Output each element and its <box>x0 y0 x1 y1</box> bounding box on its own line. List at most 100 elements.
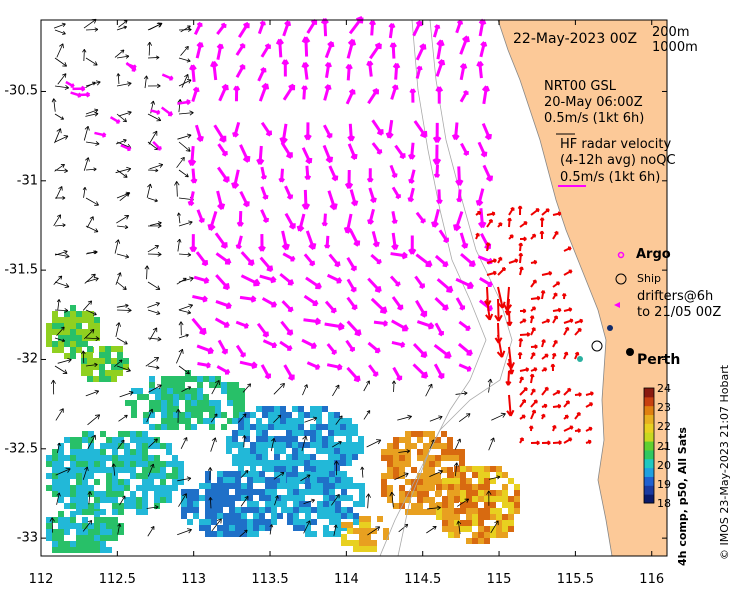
current-arrow-head <box>432 525 437 530</box>
sst-pixel <box>70 305 76 311</box>
sst-pixel <box>346 454 352 460</box>
model-arrow-head <box>157 146 162 151</box>
model-arrow-head <box>463 150 470 157</box>
current-arrow <box>53 98 56 112</box>
sst-pixel <box>221 424 227 430</box>
sst-pixel <box>100 497 106 503</box>
sst-pixel <box>181 513 187 519</box>
sst-pixel <box>154 497 160 503</box>
sst-pixel <box>286 436 292 442</box>
sst-pixel <box>334 412 340 418</box>
sst-pixel <box>259 513 265 519</box>
current-arrow-head <box>154 505 159 510</box>
sst-pixel <box>76 479 82 485</box>
sst-pixel <box>293 483 299 489</box>
sst-pixel <box>239 406 245 412</box>
sst-pixel <box>423 431 429 437</box>
sst-pixel <box>310 454 316 460</box>
sst-pixel <box>466 484 472 490</box>
radar-arrow <box>508 358 513 375</box>
current-arrow-head <box>58 275 63 280</box>
sst-pixel <box>271 513 277 519</box>
sst-pixel <box>205 483 211 489</box>
sst-pixel <box>124 461 130 467</box>
current-arrow-head <box>115 322 121 327</box>
sst-pixel <box>241 507 247 513</box>
sst-pixel <box>352 430 358 436</box>
radar-arrow-head <box>545 208 550 213</box>
current-arrow <box>361 466 364 478</box>
radar-arrow-head <box>485 242 491 246</box>
sst-pixel <box>472 520 478 526</box>
sst-pixel <box>399 485 405 491</box>
current-arrow <box>273 383 285 395</box>
current-arrow-head <box>50 379 56 384</box>
sst-pixel <box>466 496 472 502</box>
sst-pixel <box>227 388 233 394</box>
current-arrow <box>148 42 151 56</box>
current-arrow <box>147 113 161 121</box>
current-arrow-head <box>118 359 123 364</box>
sst-pixel <box>149 424 155 430</box>
sst-pixel <box>441 449 447 455</box>
sst-pixel <box>250 442 256 448</box>
sst-pixel <box>94 511 100 517</box>
sst-pixel <box>181 507 187 513</box>
current-arrow-head <box>157 22 163 28</box>
current-arrow-head <box>56 214 61 219</box>
sst-pixel <box>358 442 364 448</box>
sst-pixel <box>227 418 233 424</box>
current-arrow-head <box>85 157 90 162</box>
sst-pixel <box>274 418 280 424</box>
y-tick-label: -31 <box>16 173 38 189</box>
sst-pixel <box>209 412 215 418</box>
sst-pixel <box>459 455 465 461</box>
model-arrow-head <box>231 182 240 190</box>
model-arrow-head <box>116 119 121 124</box>
radar-arrow-head <box>587 439 592 445</box>
current-arrow <box>178 304 193 311</box>
sst-pixel <box>105 358 111 364</box>
sst-pixel <box>70 329 76 335</box>
sst-pixel <box>87 352 93 358</box>
sst-pixel <box>88 449 94 455</box>
ship-symbol <box>615 273 627 285</box>
model-arrow-head <box>199 327 207 336</box>
model-arrow <box>322 144 333 163</box>
sst-pixel <box>292 424 298 430</box>
sst-pixel <box>88 535 94 541</box>
sst-pixel <box>262 442 268 448</box>
current-arrow-head <box>123 138 127 143</box>
sst-pixel <box>310 472 316 478</box>
sst-pixel <box>130 431 136 437</box>
sst-pixel <box>82 437 88 443</box>
model-arrow-head <box>221 151 228 157</box>
sst-pixel <box>335 507 341 513</box>
model-arrow-head <box>315 363 321 370</box>
sst-pixel <box>52 485 58 491</box>
current-arrow-head <box>490 437 495 442</box>
sst-pixel <box>247 477 253 483</box>
sst-pixel <box>508 520 514 526</box>
model-arrow <box>455 277 474 289</box>
sst-pixel <box>233 394 239 400</box>
sst-pixel <box>478 532 484 538</box>
sst-pixel <box>280 436 286 442</box>
sst-pixel <box>142 503 148 509</box>
sst-pixel <box>460 472 466 478</box>
current-arrow-head <box>56 128 62 134</box>
current-arrow-head <box>280 472 285 476</box>
sst-pixel <box>199 483 205 489</box>
sst-pixel <box>241 489 247 495</box>
radar-arrow-head <box>567 246 572 251</box>
sst-pixel <box>64 523 70 529</box>
current-arrow <box>211 380 220 395</box>
sst-pixel <box>405 443 411 449</box>
current-arrow <box>331 441 342 448</box>
sst-pixel <box>287 513 293 519</box>
sst-pixel <box>191 424 197 430</box>
model-arrow-head <box>192 86 200 93</box>
sst-pixel <box>197 406 203 412</box>
current-arrow-head <box>456 520 462 525</box>
current-arrow <box>147 309 161 315</box>
